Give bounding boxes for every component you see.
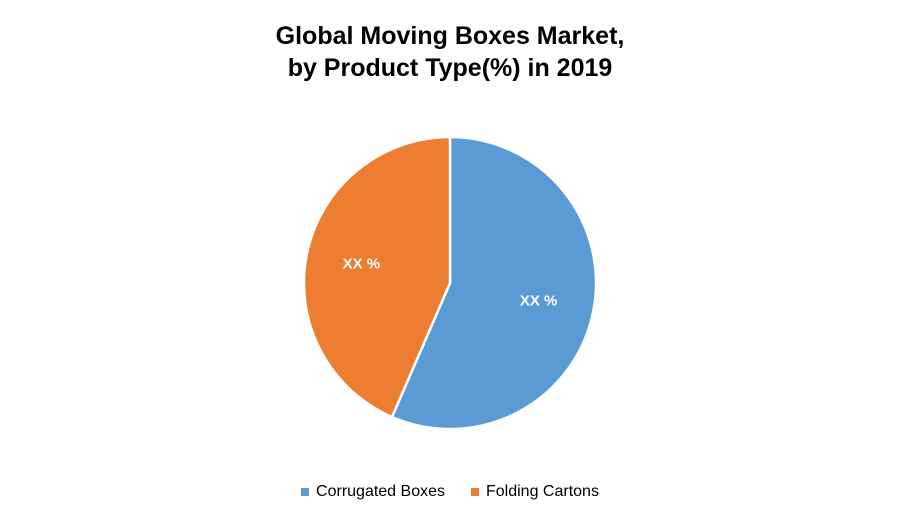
legend-swatch-corrugated-boxes <box>301 488 310 496</box>
data-label-corrugated-boxes: XX % <box>520 292 558 309</box>
chart-subtitle: by Product Type(%) in 2019 <box>287 54 613 82</box>
legend-item-folding-cartons: Folding Cartons <box>471 483 599 501</box>
legend-label-folding-cartons: Folding Cartons <box>486 483 599 500</box>
data-label-folding-cartons: XX % <box>343 256 381 273</box>
chart-title: Global Moving Boxes Market, by Product T… <box>0 20 900 84</box>
legend: Corrugated Boxes Folding Cartons <box>0 483 900 501</box>
chart-title-line1: Global Moving Boxes Market, <box>275 22 625 50</box>
legend-label-corrugated-boxes: Corrugated Boxes <box>316 483 445 500</box>
pie-slice-corrugated-boxes <box>390 135 598 431</box>
pie-slice-folding-cartons <box>302 135 452 419</box>
legend-swatch-folding-cartons <box>471 488 479 496</box>
legend-item-corrugated-boxes: Corrugated Boxes <box>301 483 445 501</box>
